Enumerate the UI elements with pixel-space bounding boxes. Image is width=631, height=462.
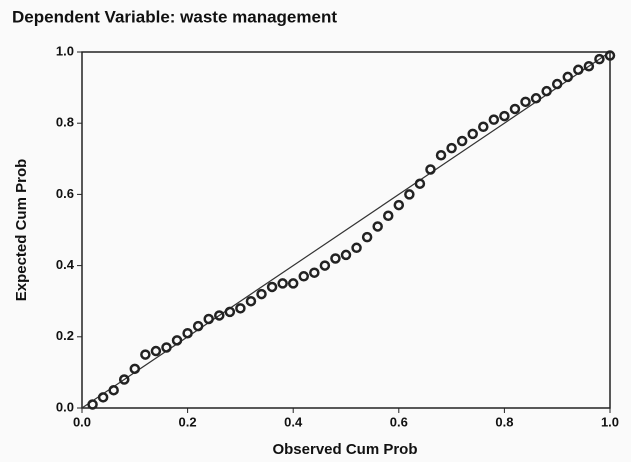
point <box>499 110 510 122</box>
point <box>245 295 257 307</box>
point <box>573 64 584 76</box>
point <box>171 335 183 346</box>
point <box>330 253 341 264</box>
point <box>551 78 563 90</box>
chart-title: Dependent Variable: waste management <box>12 7 337 26</box>
y-tick-label: 0.0 <box>56 399 74 414</box>
x-tick-label: 0.0 <box>73 414 91 429</box>
point <box>372 221 383 232</box>
point <box>530 93 542 104</box>
point <box>266 281 278 293</box>
point <box>118 374 130 385</box>
point <box>340 249 352 261</box>
point <box>404 189 415 200</box>
point <box>298 271 310 282</box>
x-tick-label: 0.2 <box>179 414 197 429</box>
point <box>161 342 172 353</box>
x-tick-label: 1.0 <box>601 414 619 429</box>
point <box>478 121 489 133</box>
point <box>456 135 468 147</box>
point <box>108 384 119 396</box>
point <box>309 267 320 278</box>
point <box>393 199 405 211</box>
y-axis-label: Expected Cum Prob <box>13 159 30 302</box>
y-tick-label: 0.6 <box>56 186 74 201</box>
point <box>235 303 246 314</box>
point <box>562 71 574 83</box>
point <box>583 60 595 72</box>
point <box>287 278 299 289</box>
point <box>277 278 288 289</box>
y-tick-label: 0.2 <box>56 328 74 343</box>
point <box>425 164 436 175</box>
point <box>604 50 616 61</box>
point <box>140 349 151 360</box>
point <box>224 306 236 318</box>
point <box>488 114 500 125</box>
point <box>150 345 162 357</box>
x-tick-label: 0.8 <box>495 414 513 429</box>
point <box>97 392 109 403</box>
y-tick-label: 1.0 <box>56 43 74 58</box>
x-tick-label: 0.4 <box>284 414 303 429</box>
point <box>509 103 521 115</box>
point <box>256 288 267 300</box>
point <box>192 320 204 332</box>
point <box>541 85 552 97</box>
point <box>414 178 426 189</box>
point <box>361 231 373 243</box>
point <box>87 399 98 410</box>
y-tick-label: 0.4 <box>56 257 75 272</box>
x-tick-label: 0.6 <box>390 414 408 429</box>
point <box>351 242 362 254</box>
point <box>435 149 447 161</box>
plot-frame <box>81 51 611 409</box>
point <box>446 142 457 154</box>
point <box>214 310 225 321</box>
point <box>467 128 478 140</box>
x-axis-label: Observed Cum Prob <box>272 441 417 458</box>
reference-line <box>81 51 611 409</box>
point <box>319 260 331 271</box>
point <box>520 96 531 108</box>
point <box>129 363 141 375</box>
y-tick-label: 0.8 <box>56 115 74 130</box>
point <box>203 313 214 325</box>
point <box>382 210 394 222</box>
point <box>594 53 605 65</box>
point <box>182 327 193 339</box>
